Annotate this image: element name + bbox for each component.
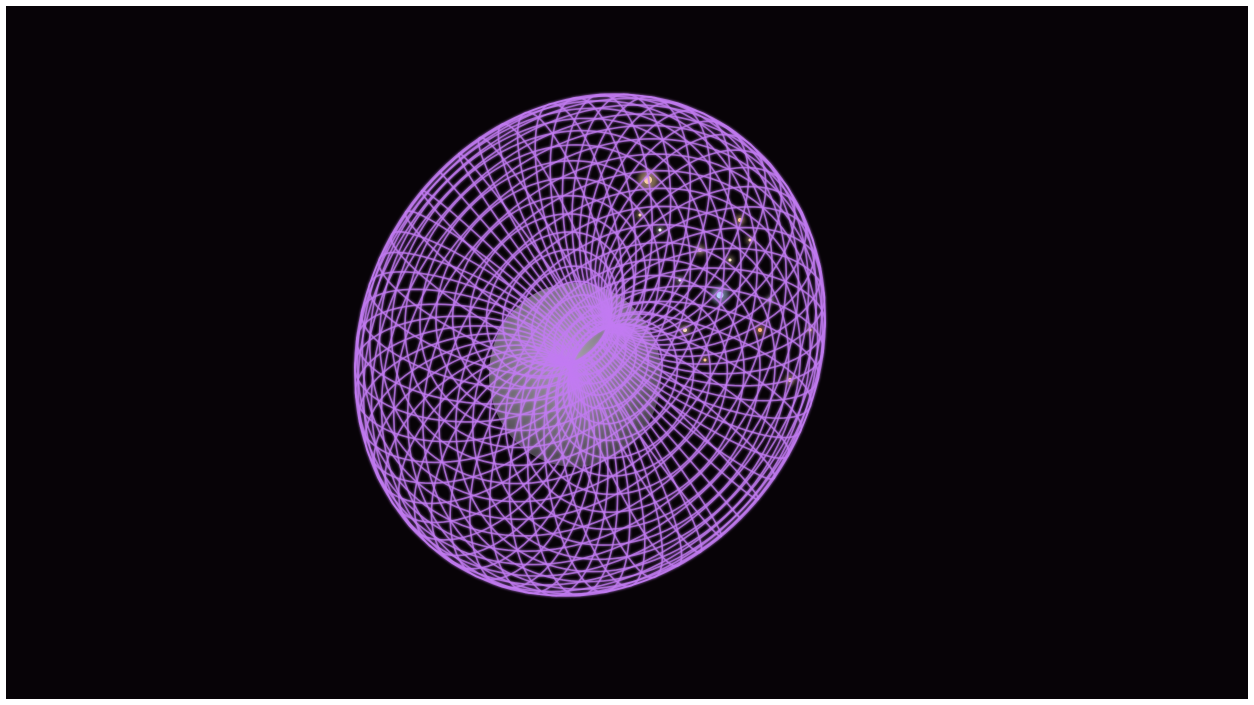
parallel: [419, 159, 676, 432]
star: [658, 228, 662, 232]
parallel: [378, 117, 725, 485]
parallel: [471, 223, 790, 561]
parallel: [404, 144, 692, 449]
parallel: [362, 104, 818, 586]
star: [728, 258, 732, 262]
parallel: [519, 274, 745, 514]
parallel: [455, 205, 802, 573]
parallel: [435, 176, 661, 416]
parallel: [356, 95, 774, 537]
parallel: [504, 258, 761, 531]
parallel: [543, 294, 611, 366]
parallel: [566, 321, 627, 385]
parallel: [393, 137, 826, 597]
parallel: [485, 231, 626, 379]
parallel: [567, 323, 663, 425]
star: [748, 238, 752, 242]
parallel: [468, 213, 635, 389]
parallel: [553, 305, 614, 369]
parallel: [531, 280, 611, 365]
parallel: [380, 124, 826, 597]
star: [638, 213, 642, 217]
parallel: [545, 301, 712, 477]
torus-wireframe: [353, 93, 827, 597]
parallel: [533, 288, 729, 496]
parallel: [370, 113, 823, 593]
star: [758, 328, 762, 332]
parallel: [438, 187, 811, 583]
star: [703, 358, 707, 362]
parallel: [569, 324, 637, 396]
parallel: [451, 194, 647, 402]
parallel: [357, 97, 810, 577]
parallel: [488, 241, 776, 546]
parallel: [369, 107, 742, 503]
parallel: [562, 318, 679, 442]
parallel: [554, 311, 695, 459]
star: [683, 328, 687, 332]
